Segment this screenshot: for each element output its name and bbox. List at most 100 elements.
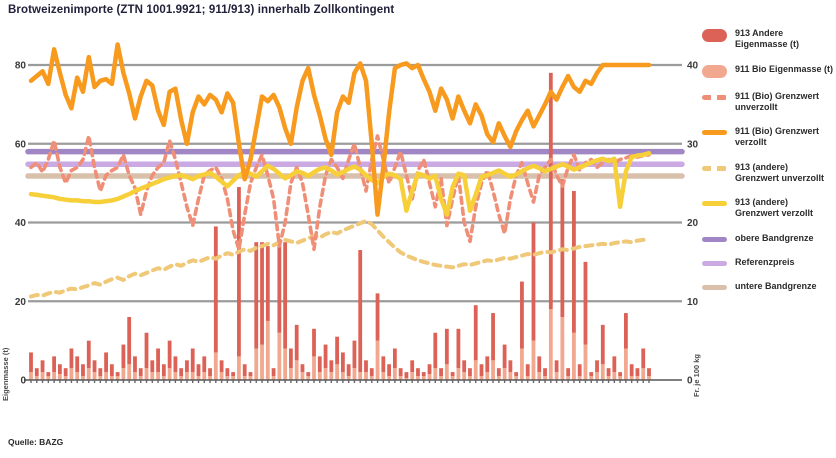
bar-andere — [75, 356, 80, 373]
bar-bio — [237, 356, 241, 380]
bar-bio — [456, 368, 461, 380]
bar-bio — [548, 309, 553, 380]
bar-andere — [127, 317, 132, 365]
bar-andere — [577, 364, 582, 377]
legend-line-swatch — [702, 285, 727, 290]
bar-bio — [312, 356, 316, 380]
right-axis-tick-label: 30 — [687, 139, 699, 150]
bar-andere — [254, 242, 259, 349]
bar-bio — [641, 368, 646, 380]
bar-andere — [525, 364, 530, 377]
bar-andere — [410, 360, 415, 373]
bar-andere — [69, 348, 74, 369]
bar-andere — [600, 324, 605, 365]
bar-andere — [572, 191, 576, 333]
legend-label: untere Bandgrenze — [735, 281, 817, 291]
bar-andere — [629, 364, 634, 377]
legend-line-swatch — [702, 201, 727, 206]
bar-andere — [167, 340, 172, 369]
bar-andere — [133, 356, 137, 373]
bar-bio — [115, 376, 120, 380]
legend-line-swatch — [702, 165, 727, 171]
line-series — [28, 42, 652, 217]
bar-bio — [271, 376, 276, 380]
bar-andere — [485, 356, 490, 373]
bar-bio — [572, 332, 576, 380]
bar-bio — [381, 372, 386, 380]
bar-bio — [254, 348, 259, 380]
bar-andere — [92, 360, 97, 373]
bar-bio — [612, 372, 617, 380]
right-axis-tick-label: 20 — [687, 218, 699, 229]
bar-bio — [485, 372, 490, 380]
legend-item: 911 (Bio) Grenzwert unverzollt — [702, 91, 834, 114]
bar-andere — [225, 368, 230, 377]
bar-bio — [537, 372, 542, 380]
bar-andere — [340, 352, 345, 373]
bar-bio — [179, 376, 184, 380]
bar-bio — [248, 376, 253, 380]
left-axis-tick-label: 60 — [15, 139, 27, 150]
bar-andere — [537, 356, 542, 373]
bar-andere — [277, 242, 282, 333]
left-axis-label: Eigenmasse (t) — [1, 347, 10, 401]
bar-andere — [173, 356, 178, 373]
legend-label: 911 Bio Eigenmasse (t) — [735, 63, 834, 74]
bar-andere — [248, 372, 253, 377]
bar-andere — [491, 313, 495, 361]
bar-andere — [462, 360, 467, 373]
bar-bio — [387, 376, 391, 380]
bar-bio — [479, 376, 484, 380]
bar-andere — [202, 356, 207, 373]
bar-andere — [265, 246, 270, 321]
bar-andere — [554, 360, 559, 373]
legend-label: 913 (andere) Grenzwert verzollt — [735, 197, 814, 219]
bar-bio — [473, 360, 478, 380]
bar-bio — [352, 368, 357, 380]
bar-andere — [260, 242, 264, 345]
bar-bio — [364, 372, 368, 380]
bar-bio — [439, 376, 443, 380]
bar-bio — [317, 372, 322, 380]
left-axis-tick-label: 0 — [20, 376, 26, 387]
bar-bio — [520, 348, 524, 380]
bar-bio — [629, 376, 634, 380]
bar-bio — [340, 372, 345, 380]
chart-plot-area: 0 20 40 60 80 0 10 20 30 40 — [15, 42, 699, 387]
legend-line-swatch — [702, 236, 727, 242]
bar-andere — [300, 364, 305, 373]
bar-bio — [416, 376, 420, 380]
bar-bio — [323, 368, 328, 380]
bar-andere — [294, 324, 299, 361]
legend-item: 913 Andere Eigenmasse (t) — [702, 28, 834, 51]
bar-bio — [289, 368, 293, 380]
right-axis-tick-label: 0 — [687, 376, 693, 387]
bar-andere — [566, 368, 571, 377]
bar-andere — [635, 368, 640, 377]
bar-andere — [392, 348, 397, 369]
bar-andere — [150, 360, 155, 373]
bar-bio — [92, 372, 97, 380]
bar-andere — [543, 368, 547, 377]
bar-andere — [606, 368, 611, 377]
bar-andere — [358, 250, 363, 373]
legend-item: 913 (andere) Grenzwert verzollt — [702, 197, 834, 220]
bar-andere — [283, 242, 288, 349]
bar-andere — [289, 348, 293, 369]
bar-andere — [427, 364, 432, 375]
bar-bio — [635, 376, 640, 380]
bar-andere — [335, 336, 340, 365]
bar-bio — [150, 372, 155, 380]
bar-bio — [462, 372, 467, 380]
bar-bio — [369, 376, 374, 380]
bar-bio — [34, 376, 39, 380]
bar-andere — [346, 364, 351, 377]
legend-item: 911 (Bio) Grenzwert verzollt — [702, 126, 834, 149]
bar-andere — [312, 328, 316, 357]
bar-bio — [46, 376, 51, 380]
legend-label: 913 Andere Eigenmasse (t) — [735, 28, 800, 50]
bar-bio — [127, 364, 132, 380]
bar-bio — [242, 376, 247, 380]
bar-bio — [595, 372, 599, 380]
bar-andere — [450, 372, 455, 377]
